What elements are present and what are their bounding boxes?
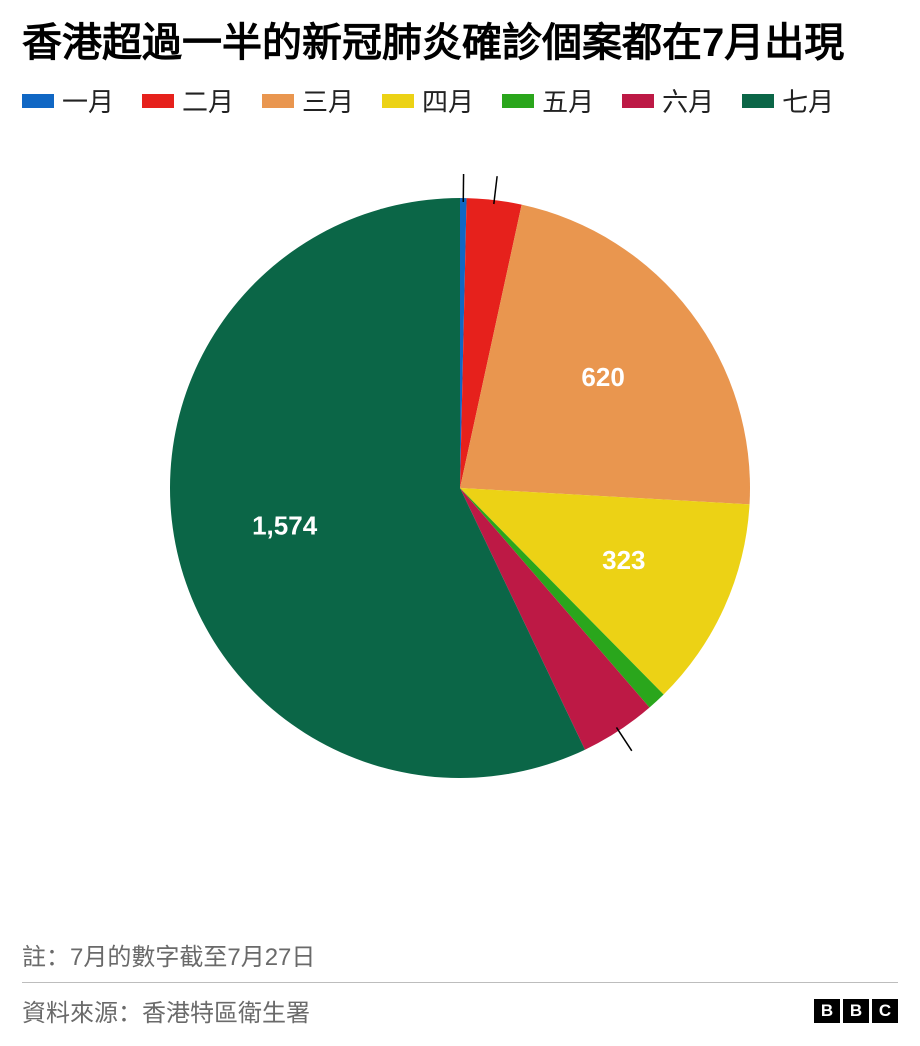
slice-value-label: 1,574 (252, 511, 318, 541)
legend-item: 四月 (382, 82, 474, 119)
legend-label: 七月 (782, 82, 834, 119)
legend-item: 七月 (742, 82, 834, 119)
legend-label: 五月 (542, 82, 594, 119)
source-text: 資料來源：香港特區衛生署 (22, 993, 310, 1028)
legend-label: 四月 (422, 82, 474, 119)
pie-chart: 620 323 1,574 (22, 133, 898, 813)
bbc-logo-block: C (872, 999, 898, 1023)
slice-pointer-line (616, 727, 631, 750)
footnote: 註：7月的數字截至7月27日 (22, 937, 898, 983)
legend-label: 三月 (302, 82, 354, 119)
legend-swatch (382, 94, 414, 108)
legend-item: 一月 (22, 82, 114, 119)
slice-value-label: 323 (602, 545, 645, 575)
legend-label: 六月 (662, 82, 714, 119)
legend-swatch (742, 94, 774, 108)
slice-pointer-line (494, 176, 497, 204)
legend-swatch (502, 94, 534, 108)
legend-item: 六月 (622, 82, 714, 119)
legend-item: 五月 (502, 82, 594, 119)
footer: 註：7月的數字截至7月27日 資料來源：香港特區衛生署 BBC (22, 937, 898, 1028)
legend-swatch (22, 94, 54, 108)
legend-swatch (622, 94, 654, 108)
bbc-logo-block: B (814, 999, 840, 1023)
legend-label: 一月 (62, 82, 114, 119)
bbc-logo-block: B (843, 999, 869, 1023)
bbc-logo: BBC (814, 999, 898, 1023)
legend-item: 二月 (142, 82, 234, 119)
legend: 一月 二月 三月 四月 五月 六月 七月 (22, 82, 898, 125)
chart-title: 香港超過一半的新冠肺炎確診個案都在7月出現 (22, 18, 898, 68)
legend-swatch (142, 94, 174, 108)
legend-label: 二月 (182, 82, 234, 119)
slice-value-label: 620 (581, 362, 624, 392)
legend-item: 三月 (262, 82, 354, 119)
legend-swatch (262, 94, 294, 108)
